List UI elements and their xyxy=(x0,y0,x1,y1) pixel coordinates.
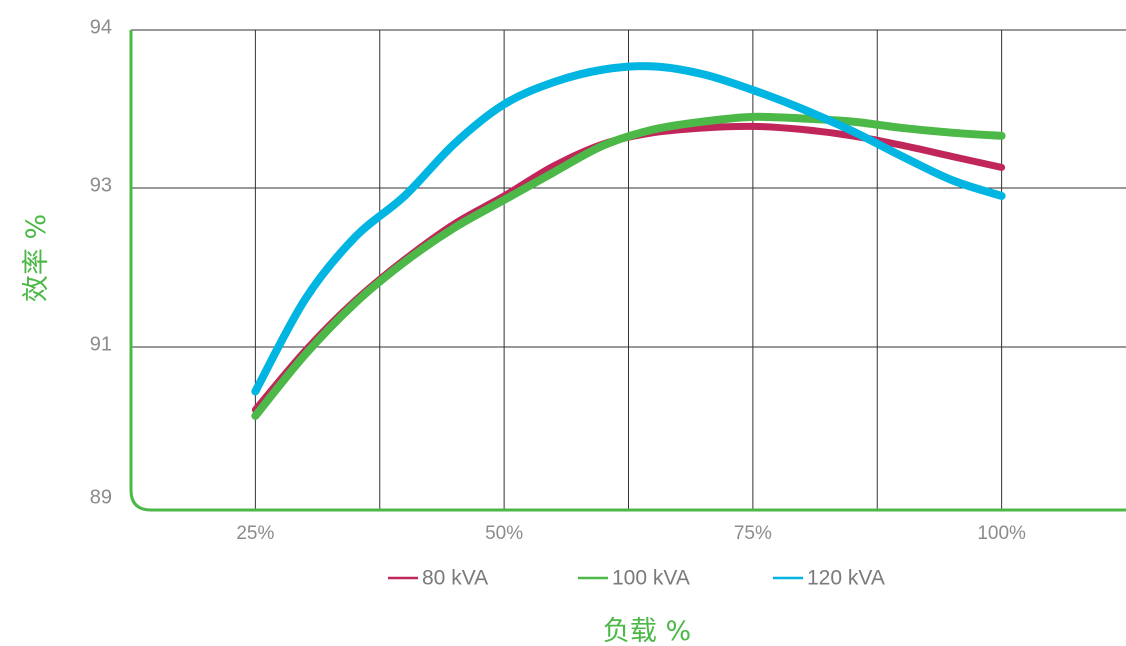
legend-item: 80 kVA xyxy=(388,567,488,590)
y-tick-label: 93 xyxy=(90,174,112,196)
y-axis-title: 效率 % xyxy=(21,214,52,302)
legend-item: 120 kVA xyxy=(773,567,885,590)
grid xyxy=(131,29,1126,510)
legend-label: 100 kVA xyxy=(612,567,690,590)
axis-line xyxy=(129,30,1126,512)
y-tick-label: 94 xyxy=(90,16,112,38)
series-lines xyxy=(251,62,1006,420)
series-line-100-kva xyxy=(251,112,1006,420)
x-axis-ticks: 25% 50% 75% 100% xyxy=(236,523,1026,544)
legend: 80 kVA 100 kVA 120 kVA xyxy=(388,567,885,590)
x-axis-title: 负载 % xyxy=(603,616,691,646)
y-axis-ticks: 89 91 93 94 xyxy=(90,16,112,508)
legend-label: 120 kVA xyxy=(807,567,885,590)
axes xyxy=(129,30,1126,512)
series-line-120-kva xyxy=(251,62,1006,396)
legend-label: 80 kVA xyxy=(422,567,488,590)
y-tick-label: 89 xyxy=(90,486,112,508)
x-tick-label: 50% xyxy=(485,523,523,544)
x-tick-label: 75% xyxy=(734,523,772,544)
x-tick-label: 100% xyxy=(977,523,1026,544)
y-tick-label: 91 xyxy=(90,333,112,355)
x-tick-label: 25% xyxy=(236,523,274,544)
legend-item: 100 kVA xyxy=(578,567,690,590)
